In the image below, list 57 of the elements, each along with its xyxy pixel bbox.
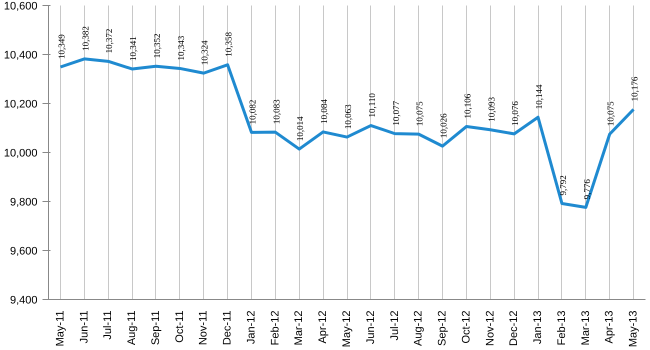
- x-tick-label: Oct-12: [460, 310, 472, 344]
- data-label: 10,352: [152, 34, 162, 58]
- data-label: 10,110: [366, 92, 377, 118]
- y-tick-label: 10,600: [4, 0, 38, 12]
- x-tick-label: Sep-12: [436, 310, 449, 346]
- x-tick-label: Mar-12: [293, 310, 306, 346]
- data-label: 10,083: [271, 98, 282, 124]
- x-tick-label: Feb-12: [269, 310, 282, 346]
- data-label: 10,106: [462, 93, 472, 119]
- x-tick-label: May-13: [628, 310, 640, 348]
- data-label: 10,144: [534, 84, 544, 110]
- x-tick-label: Jul-12: [388, 310, 401, 340]
- x-tick-label: Jun-12: [364, 310, 377, 344]
- x-tick-label: Oct-11: [174, 310, 186, 343]
- y-tick-label: 10,000: [4, 148, 38, 160]
- x-tick-label: Jun-11: [78, 310, 90, 344]
- x-tick-label: Nov-12: [484, 310, 496, 346]
- data-label: 10,176: [630, 76, 640, 102]
- x-tick-label: Sep-11: [150, 310, 162, 346]
- x-tick-label: Aug-12: [412, 310, 425, 346]
- data-label: 10,349: [56, 34, 66, 59]
- x-tick-label: Mar-13: [580, 310, 592, 346]
- x-tick-label: May-11: [54, 310, 66, 346]
- y-tick-label: 10,200: [4, 98, 38, 110]
- x-tick-label: Dec-12: [508, 310, 520, 346]
- data-label: 10,372: [104, 28, 114, 54]
- x-tick-label: May-12: [341, 310, 353, 348]
- data-label: 10,324: [200, 40, 210, 66]
- y-tick-label: 9,400: [10, 294, 38, 306]
- data-label: 10,077: [390, 100, 401, 126]
- data-label: 10,084: [319, 98, 330, 124]
- data-label: 10,075: [414, 100, 425, 126]
- data-label: 10,093: [486, 96, 496, 122]
- x-tick-label: Apr-12: [317, 310, 330, 344]
- y-tick-label: 9,600: [10, 246, 38, 258]
- x-tick-label: Jan-13: [532, 310, 544, 344]
- data-label: 10,382: [80, 26, 90, 51]
- data-label: 10,341: [128, 36, 138, 61]
- x-tick-label: Nov-11: [198, 310, 210, 346]
- data-label: 10,082: [247, 100, 258, 124]
- data-label: 10,343: [176, 35, 186, 60]
- data-label: 10,075: [606, 100, 616, 126]
- data-label: 10,026: [438, 112, 449, 138]
- x-tick-label: Aug-11: [126, 310, 138, 346]
- data-label: 9,776: [582, 178, 592, 200]
- data-label: 10,014: [295, 116, 306, 142]
- data-label: 9,792: [558, 175, 568, 196]
- x-tick-label: Apr-13: [604, 310, 616, 344]
- data-label: 10,063: [343, 104, 353, 130]
- data-label: 10,076: [510, 100, 520, 126]
- x-tick-label: Feb-13: [556, 310, 568, 346]
- y-tick-label: 9,800: [10, 196, 38, 208]
- data-label: 10,358: [224, 32, 234, 57]
- x-tick-label: Jan-12: [245, 310, 258, 344]
- x-tick-label: Dec-11: [222, 310, 234, 346]
- y-tick-label: 10,400: [4, 50, 38, 62]
- x-tick-label: Jul-11: [102, 310, 114, 340]
